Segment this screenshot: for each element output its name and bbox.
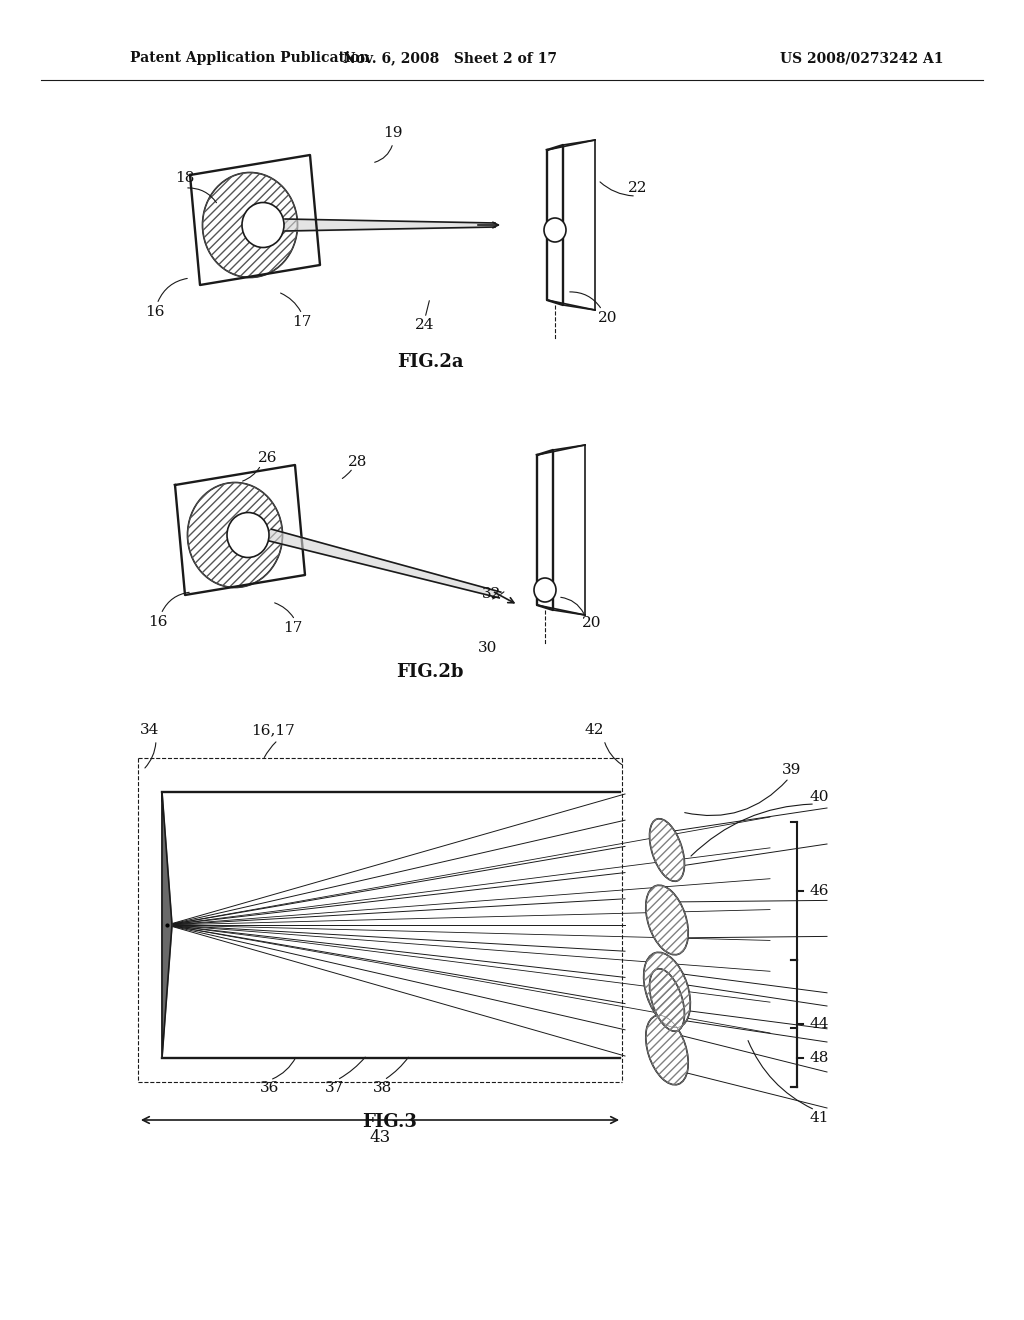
Text: 43: 43 <box>370 1130 390 1147</box>
FancyArrowPatch shape <box>339 1057 366 1078</box>
Text: 34: 34 <box>140 723 160 737</box>
Text: Nov. 6, 2008   Sheet 2 of 17: Nov. 6, 2008 Sheet 2 of 17 <box>343 51 557 65</box>
Text: 20: 20 <box>583 616 602 630</box>
FancyArrowPatch shape <box>493 591 504 599</box>
Polygon shape <box>162 792 172 1059</box>
Text: 46: 46 <box>809 884 828 898</box>
Text: 28: 28 <box>348 455 368 469</box>
Ellipse shape <box>649 818 684 882</box>
Text: FIG.3: FIG.3 <box>362 1113 418 1131</box>
FancyArrowPatch shape <box>145 743 156 768</box>
Text: 16: 16 <box>145 305 165 319</box>
Ellipse shape <box>649 969 684 1031</box>
Text: 17: 17 <box>284 620 303 635</box>
Text: 30: 30 <box>478 642 498 655</box>
Ellipse shape <box>242 202 284 248</box>
Polygon shape <box>268 529 501 598</box>
FancyArrowPatch shape <box>600 182 633 195</box>
Text: 26: 26 <box>258 451 278 465</box>
Ellipse shape <box>646 886 688 954</box>
FancyArrowPatch shape <box>243 467 259 480</box>
FancyArrowPatch shape <box>162 593 189 611</box>
Text: 39: 39 <box>782 763 802 777</box>
FancyArrowPatch shape <box>375 145 392 162</box>
FancyArrowPatch shape <box>342 470 351 478</box>
FancyArrowPatch shape <box>561 597 584 614</box>
Text: 24: 24 <box>416 318 435 333</box>
FancyArrowPatch shape <box>187 187 216 203</box>
Text: FIG.2b: FIG.2b <box>396 663 464 681</box>
Text: US 2008/0273242 A1: US 2008/0273242 A1 <box>780 51 943 65</box>
FancyArrowPatch shape <box>691 804 812 857</box>
Text: 40: 40 <box>809 789 828 804</box>
Text: 18: 18 <box>175 172 195 185</box>
Ellipse shape <box>644 952 690 1028</box>
Text: Patent Application Publication: Patent Application Publication <box>130 51 370 65</box>
FancyArrowPatch shape <box>685 780 787 816</box>
Text: 20: 20 <box>598 312 617 325</box>
Text: 48: 48 <box>809 1051 828 1064</box>
Ellipse shape <box>646 1015 688 1085</box>
FancyArrowPatch shape <box>569 292 600 308</box>
FancyArrowPatch shape <box>158 279 187 301</box>
FancyArrowPatch shape <box>281 293 301 312</box>
Text: 32: 32 <box>482 587 502 601</box>
Text: 22: 22 <box>629 181 648 195</box>
FancyArrowPatch shape <box>274 603 294 618</box>
FancyArrowPatch shape <box>749 1040 812 1109</box>
Text: 36: 36 <box>260 1081 280 1096</box>
Text: 41: 41 <box>809 1111 828 1125</box>
FancyArrowPatch shape <box>386 1057 409 1078</box>
Text: 16,17: 16,17 <box>251 723 295 737</box>
Text: 44: 44 <box>809 1016 828 1031</box>
Ellipse shape <box>227 512 269 557</box>
Text: FIG.2a: FIG.2a <box>396 352 463 371</box>
Ellipse shape <box>534 578 556 602</box>
Text: 17: 17 <box>292 315 311 329</box>
Text: 38: 38 <box>373 1081 391 1096</box>
Text: 37: 37 <box>325 1081 344 1096</box>
FancyArrowPatch shape <box>426 301 429 315</box>
FancyArrowPatch shape <box>264 742 275 758</box>
FancyArrowPatch shape <box>605 743 622 764</box>
Text: 16: 16 <box>148 615 168 630</box>
Ellipse shape <box>544 218 566 242</box>
Text: 42: 42 <box>585 723 604 737</box>
FancyArrowPatch shape <box>272 1057 296 1078</box>
Text: 19: 19 <box>383 125 402 140</box>
